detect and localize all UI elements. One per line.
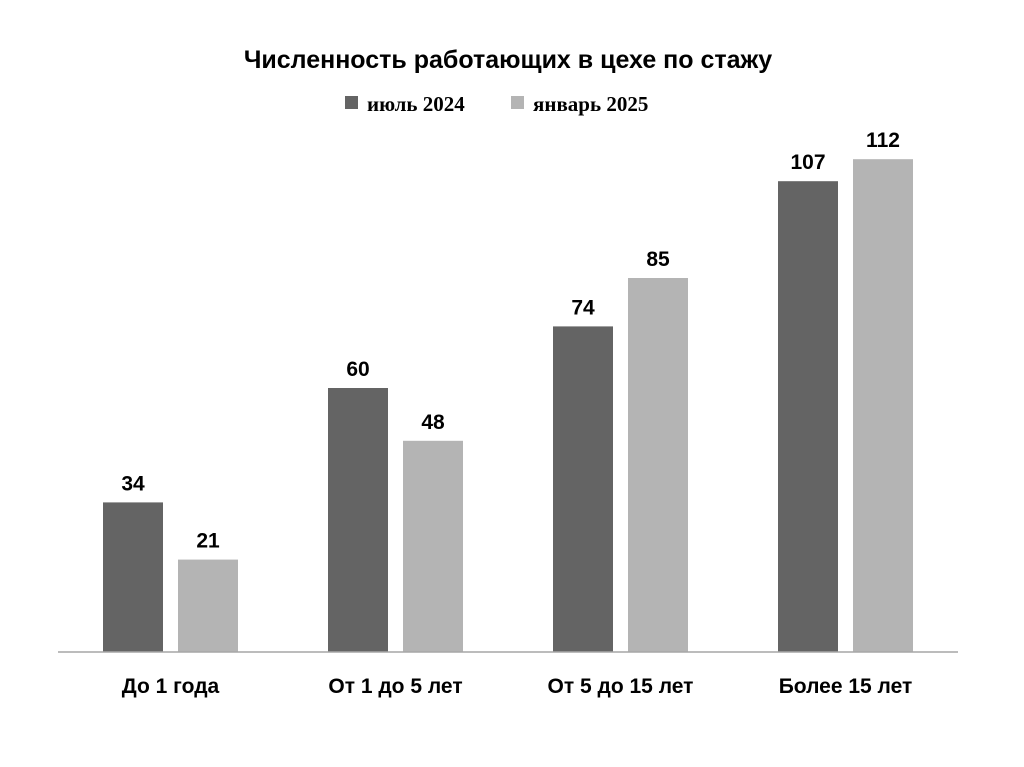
data-label-series-2-2: 48 <box>421 411 445 434</box>
bar-series-1-4 <box>778 181 838 652</box>
category-label-3: От 5 до 15 лет <box>548 675 694 698</box>
bar-series-1-3 <box>553 326 613 652</box>
data-label-series-2-3: 85 <box>646 248 670 271</box>
category-label-2: От 1 до 5 лет <box>328 675 462 698</box>
legend-swatch-series-1 <box>345 96 358 109</box>
data-label-series-1-3: 74 <box>571 296 595 319</box>
chart-title: Численность работающих в цехе по стажу <box>244 46 772 74</box>
category-label-1: До 1 года <box>122 675 220 698</box>
bar-series-2-1 <box>178 559 238 652</box>
legend-swatch-series-2 <box>511 96 524 109</box>
bar-series-1-1 <box>103 502 163 652</box>
legend-label-series-2: январь 2025 <box>533 92 648 116</box>
bar-series-1-2 <box>328 388 388 652</box>
category-label-4: Более 15 лет <box>779 675 913 698</box>
data-label-series-1-1: 34 <box>121 472 145 495</box>
bar-series-2-4 <box>853 159 913 652</box>
data-label-series-1-4: 107 <box>790 151 825 174</box>
chart-legend: июль 2024 январь 2025 <box>345 92 648 116</box>
x-axis-labels: До 1 года От 1 до 5 лет От 5 до 15 лет Боле… <box>122 675 913 698</box>
plot-area: 34 21 60 48 74 85 107 112 <box>103 129 913 652</box>
bar-series-2-2 <box>403 440 463 652</box>
data-label-series-2-4: 112 <box>866 129 900 152</box>
data-label-series-1-2: 60 <box>346 358 369 381</box>
bar-series-2-3 <box>628 278 688 652</box>
data-label-series-2-1: 21 <box>196 530 220 553</box>
legend-label-series-1: июль 2024 <box>367 92 465 116</box>
